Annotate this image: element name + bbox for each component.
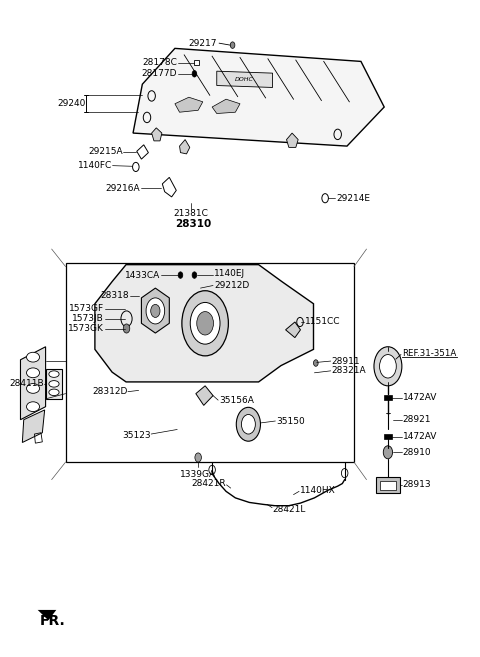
Text: 1339GA: 1339GA bbox=[180, 470, 216, 479]
Text: 1151CC: 1151CC bbox=[305, 317, 341, 327]
Polygon shape bbox=[38, 610, 56, 620]
Bar bbox=[376, 477, 399, 493]
Ellipse shape bbox=[26, 384, 39, 394]
Text: 1140FC: 1140FC bbox=[78, 161, 112, 170]
Text: 28318: 28318 bbox=[101, 292, 129, 300]
Text: 1573GF: 1573GF bbox=[69, 304, 104, 313]
Circle shape bbox=[209, 465, 216, 474]
Bar bbox=[66, 263, 354, 462]
Circle shape bbox=[380, 355, 396, 378]
Ellipse shape bbox=[26, 352, 39, 362]
Text: 29240: 29240 bbox=[57, 99, 85, 108]
Text: 28421R: 28421R bbox=[192, 479, 226, 488]
Ellipse shape bbox=[26, 368, 39, 378]
Circle shape bbox=[383, 445, 393, 459]
Text: 29216A: 29216A bbox=[106, 184, 141, 193]
Polygon shape bbox=[133, 49, 384, 146]
Bar bbox=[384, 434, 392, 440]
Text: 28921: 28921 bbox=[403, 415, 432, 424]
Text: 28321A: 28321A bbox=[332, 367, 366, 375]
Text: 29214E: 29214E bbox=[336, 194, 370, 203]
Text: REF.31-351A: REF.31-351A bbox=[402, 349, 456, 358]
Text: 1573JB: 1573JB bbox=[72, 314, 104, 323]
Circle shape bbox=[178, 272, 183, 279]
Text: 35156A: 35156A bbox=[219, 396, 254, 405]
Circle shape bbox=[313, 360, 318, 367]
Polygon shape bbox=[23, 410, 45, 443]
Text: 28312D: 28312D bbox=[92, 387, 128, 396]
Text: 29217: 29217 bbox=[188, 39, 217, 48]
Circle shape bbox=[197, 311, 214, 335]
Text: 28178C: 28178C bbox=[143, 58, 177, 67]
Text: 1573GK: 1573GK bbox=[68, 324, 104, 333]
Polygon shape bbox=[196, 386, 213, 405]
Circle shape bbox=[341, 468, 348, 478]
Polygon shape bbox=[152, 128, 162, 141]
Polygon shape bbox=[95, 265, 313, 382]
Circle shape bbox=[151, 304, 160, 317]
Circle shape bbox=[190, 302, 220, 344]
Circle shape bbox=[236, 407, 261, 442]
Ellipse shape bbox=[26, 402, 39, 411]
Text: 1140HX: 1140HX bbox=[300, 486, 336, 495]
Text: 28910: 28910 bbox=[403, 448, 432, 457]
Circle shape bbox=[123, 324, 130, 333]
Text: 1140EJ: 1140EJ bbox=[214, 269, 245, 279]
Text: 29212D: 29212D bbox=[214, 281, 249, 290]
Text: 29215A: 29215A bbox=[88, 147, 123, 156]
Text: 1433CA: 1433CA bbox=[125, 271, 160, 280]
Bar bbox=[194, 60, 199, 65]
Text: 28411B: 28411B bbox=[9, 379, 44, 388]
Text: DOHC: DOHC bbox=[235, 77, 254, 82]
Ellipse shape bbox=[49, 380, 59, 387]
Text: 28177D: 28177D bbox=[142, 69, 177, 78]
Polygon shape bbox=[287, 133, 298, 147]
Text: 28310: 28310 bbox=[175, 219, 212, 229]
Polygon shape bbox=[286, 322, 300, 338]
Text: 35123: 35123 bbox=[122, 432, 151, 440]
Polygon shape bbox=[46, 369, 62, 399]
Polygon shape bbox=[21, 347, 46, 420]
Text: 21381C: 21381C bbox=[174, 209, 209, 217]
Circle shape bbox=[192, 272, 197, 279]
Polygon shape bbox=[217, 71, 273, 87]
Text: 28911: 28911 bbox=[332, 357, 360, 365]
Text: 1472AV: 1472AV bbox=[403, 393, 437, 402]
Bar bbox=[380, 481, 396, 490]
Text: 35150: 35150 bbox=[276, 417, 305, 426]
Polygon shape bbox=[175, 97, 203, 112]
Circle shape bbox=[192, 70, 197, 77]
Circle shape bbox=[195, 453, 202, 462]
Text: 28421L: 28421L bbox=[273, 505, 306, 514]
Text: 1472AV: 1472AV bbox=[403, 432, 437, 441]
Ellipse shape bbox=[49, 371, 59, 377]
Polygon shape bbox=[212, 99, 240, 114]
Circle shape bbox=[182, 290, 228, 356]
Polygon shape bbox=[180, 139, 190, 154]
Circle shape bbox=[230, 42, 235, 49]
Text: FR.: FR. bbox=[40, 614, 66, 628]
Circle shape bbox=[146, 298, 165, 324]
Text: 28913: 28913 bbox=[403, 480, 432, 489]
Circle shape bbox=[374, 347, 402, 386]
Polygon shape bbox=[142, 288, 169, 333]
Ellipse shape bbox=[49, 389, 59, 396]
Circle shape bbox=[241, 415, 255, 434]
Bar bbox=[384, 395, 392, 400]
